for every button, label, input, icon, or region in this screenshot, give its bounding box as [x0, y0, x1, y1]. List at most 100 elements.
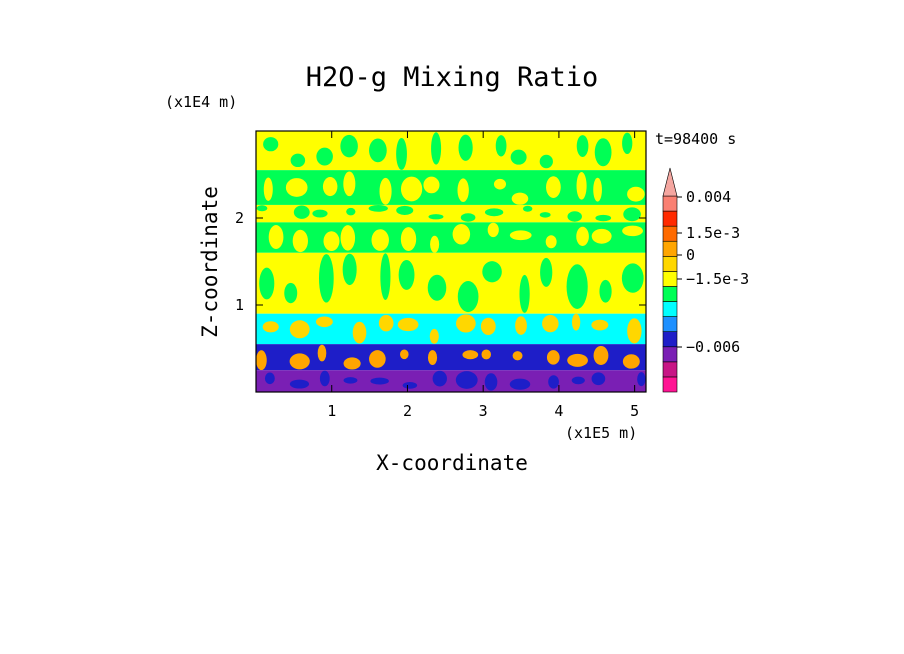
- field-patch: [460, 213, 476, 222]
- field-patch: [432, 370, 447, 387]
- field-patch: [318, 254, 334, 303]
- field-patch: [343, 377, 358, 384]
- field-patch: [427, 350, 438, 366]
- field-patch: [484, 208, 504, 217]
- colorbar-swatch: [662, 376, 678, 393]
- time-label: t=98400 s: [655, 130, 736, 148]
- field-patch: [256, 350, 267, 371]
- field-patch: [627, 318, 642, 344]
- field-patch: [546, 176, 561, 198]
- x-tick-label: 3: [479, 402, 488, 420]
- field-patch: [402, 382, 418, 389]
- field-patch: [396, 137, 407, 170]
- field-patch: [480, 317, 496, 336]
- colorbar-tick-label: −0.006: [686, 338, 740, 356]
- field-patch: [511, 192, 529, 205]
- field-patch: [259, 267, 275, 300]
- field-patch: [595, 214, 612, 222]
- field-patch: [599, 279, 612, 303]
- field-patch: [379, 177, 392, 205]
- field-patch: [262, 321, 279, 333]
- x-axis-label: X-coordinate: [376, 451, 528, 475]
- field-patch: [622, 354, 640, 369]
- field-patch: [289, 379, 310, 389]
- field-patch: [428, 214, 444, 220]
- y-axis-label: Z-coordinate: [198, 186, 222, 338]
- field-patch: [540, 257, 553, 287]
- field-patch: [346, 207, 356, 216]
- plot-field: [256, 131, 646, 392]
- field-patch: [622, 225, 643, 237]
- colorbar-swatch: [662, 286, 678, 302]
- field-patch: [509, 230, 532, 241]
- field-patch: [637, 372, 646, 387]
- field-patch: [342, 253, 357, 286]
- field-patch: [427, 274, 447, 301]
- field-patch: [289, 320, 310, 339]
- colorbar-swatch: [662, 316, 678, 332]
- field-band-1: [256, 170, 646, 205]
- y-scale-label: (x1E4 m): [165, 93, 237, 111]
- colorbar-arrow: [662, 167, 678, 197]
- field-patch: [455, 371, 478, 389]
- field-band-5: [256, 313, 646, 345]
- field-patch: [323, 231, 340, 251]
- field-patch: [430, 235, 440, 253]
- field-patch: [322, 177, 338, 197]
- field-patch: [400, 227, 417, 251]
- field-patch: [622, 132, 633, 155]
- field-patch: [380, 253, 391, 300]
- field-patch: [292, 229, 308, 253]
- field-patch: [548, 375, 559, 389]
- x-tick-label: 1: [327, 402, 336, 420]
- field-patch: [368, 204, 388, 212]
- field-patch: [591, 372, 606, 386]
- y-axis-ticks: 12: [235, 209, 646, 314]
- field-patch: [319, 370, 330, 387]
- field-patch: [452, 224, 471, 245]
- field-patch: [340, 134, 358, 158]
- colorbar-tick-label: 1.5e-3: [686, 224, 740, 242]
- colorbar-swatch: [662, 240, 678, 257]
- field-patch: [458, 134, 473, 161]
- field-patch: [576, 135, 589, 157]
- field-patch: [398, 260, 415, 290]
- field-patch: [316, 147, 333, 166]
- field-band-7: [256, 370, 646, 392]
- field-patch: [352, 321, 367, 344]
- x-axis-ticks: 1 2 3 4 5: [327, 131, 639, 420]
- colorbar-swatch: [662, 361, 678, 378]
- field-patch: [369, 138, 387, 163]
- field-patch: [481, 349, 491, 360]
- field-patch: [397, 317, 419, 332]
- field-patch: [263, 137, 279, 152]
- field-patch: [571, 313, 581, 331]
- field-patch: [290, 153, 306, 168]
- field-patch: [312, 209, 328, 218]
- field-band-6: [256, 344, 646, 371]
- field-patch: [378, 314, 394, 332]
- field-patch: [293, 205, 310, 219]
- field-patch: [289, 353, 310, 370]
- colorbar-swatch: [662, 271, 678, 287]
- field-patch: [593, 345, 609, 365]
- field-patch: [484, 373, 498, 391]
- field-patch: [566, 264, 588, 309]
- field-patch: [594, 138, 612, 167]
- y-tick-label: 2: [235, 209, 244, 227]
- field-patch: [522, 205, 533, 212]
- field-patch: [591, 319, 609, 331]
- y-tick-label: 1: [235, 296, 244, 314]
- field-patch: [285, 178, 308, 197]
- field-patch: [396, 205, 414, 215]
- field-patch: [256, 205, 268, 212]
- colorbar-tick-label: 0: [686, 246, 695, 264]
- field-patch: [510, 149, 527, 165]
- x-scale-label: (x1E5 m): [565, 424, 637, 442]
- colorbar-swatch: [662, 210, 678, 227]
- field-patch: [457, 281, 479, 313]
- field-patch: [400, 176, 423, 202]
- colorbar-swatch: [662, 331, 678, 348]
- field-patch: [429, 328, 439, 344]
